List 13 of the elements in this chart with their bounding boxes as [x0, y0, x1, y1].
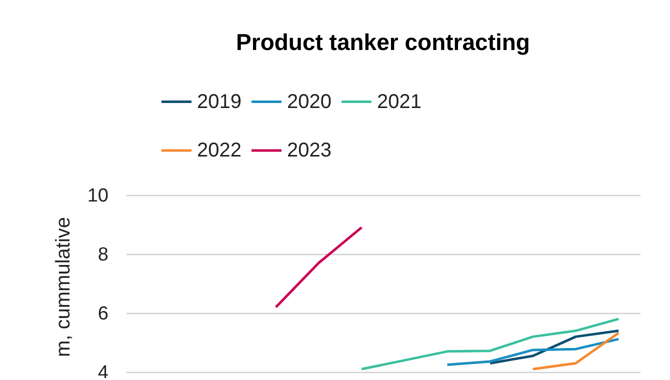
- legend-label: 2019: [197, 90, 242, 113]
- y-tick-label: 10: [87, 186, 108, 206]
- legend-label: 2021: [377, 90, 422, 113]
- y-axis-title: m, cummulative: [52, 216, 74, 358]
- y-tick-label: 6: [98, 304, 108, 325]
- line-series: [446, 338, 620, 366]
- line-series: [360, 318, 620, 370]
- chart-title: Product tanker contracting: [236, 29, 530, 55]
- legend-label: 2023: [287, 140, 332, 162]
- y-tick-label: 8: [98, 244, 108, 266]
- legend-label: 2020: [287, 90, 332, 113]
- legend-label: 2022: [197, 140, 242, 162]
- line-series: [488, 330, 620, 364]
